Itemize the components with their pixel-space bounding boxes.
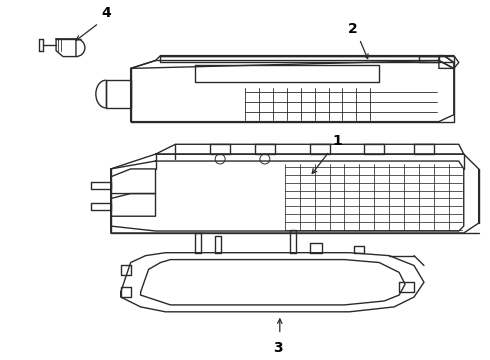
Text: 3: 3 <box>273 341 283 355</box>
Text: 4: 4 <box>102 6 112 20</box>
Text: 1: 1 <box>333 134 342 148</box>
Text: 2: 2 <box>347 22 357 36</box>
